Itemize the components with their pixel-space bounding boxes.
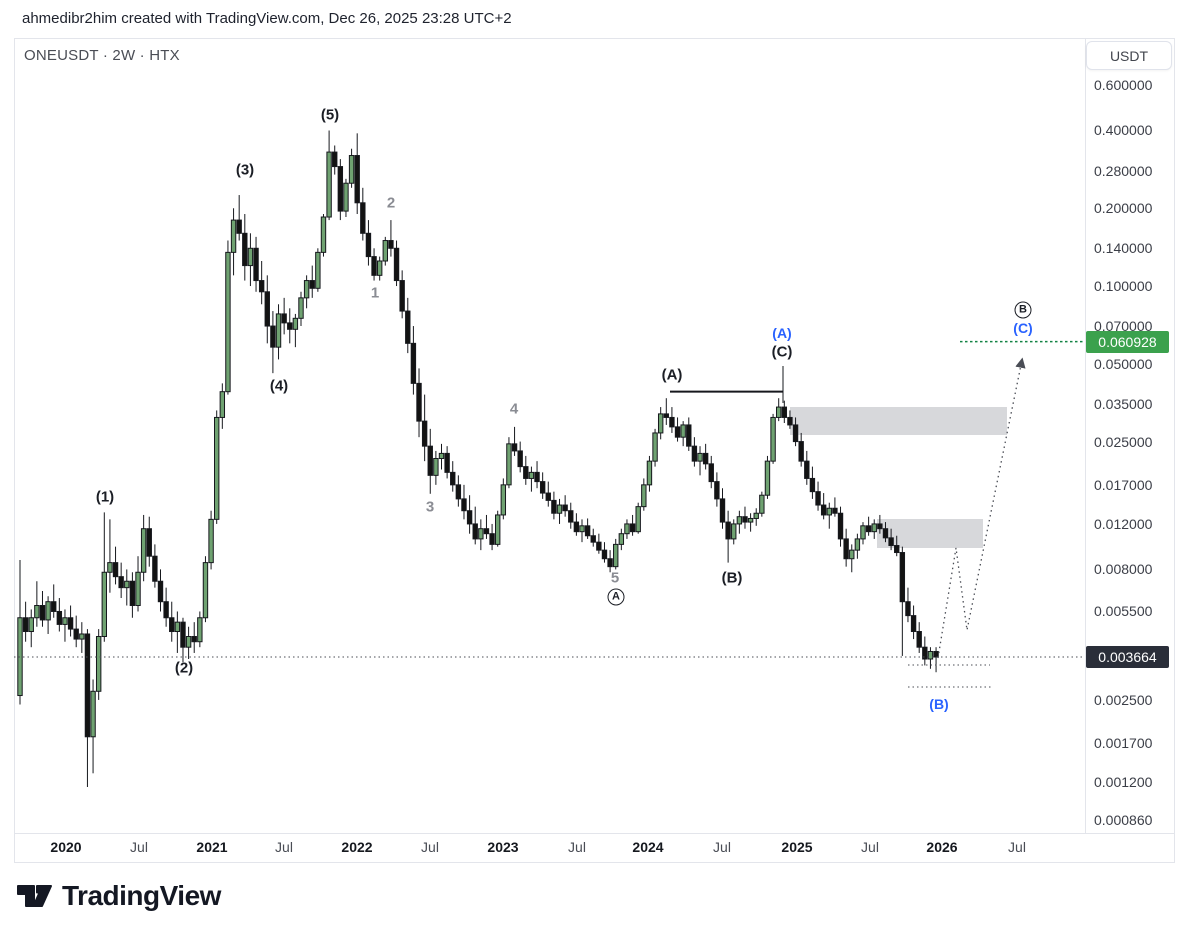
price-axis-label: 0.017000 bbox=[1094, 476, 1153, 493]
tradingview-logo[interactable]: TradingView bbox=[16, 880, 221, 912]
currency-toggle-button[interactable]: USDT bbox=[1086, 41, 1172, 70]
time-axis-label: Jul bbox=[568, 839, 586, 855]
wave-label: 5 bbox=[610, 569, 620, 587]
time-axis-label: 2022 bbox=[341, 839, 373, 855]
price-axis-label: 0.000860 bbox=[1094, 811, 1153, 828]
price-axis-label: 0.600000 bbox=[1094, 77, 1153, 93]
price-axis-label: 0.035000 bbox=[1094, 395, 1153, 412]
wave-label: (5) bbox=[320, 106, 340, 124]
time-axis-label: Jul bbox=[130, 839, 148, 855]
price-axis-label: 0.002500 bbox=[1094, 691, 1153, 708]
wave-label-circled: B bbox=[1014, 301, 1032, 319]
price-axis-label: 0.140000 bbox=[1094, 240, 1153, 257]
price-axis-label: 0.008000 bbox=[1094, 561, 1153, 578]
time-axis-label: Jul bbox=[861, 839, 879, 855]
time-axis-label: 2021 bbox=[196, 839, 228, 855]
time-axis-label: 2020 bbox=[50, 839, 82, 855]
time-axis-label: 2025 bbox=[781, 839, 813, 855]
price-axis-label: 0.005500 bbox=[1094, 603, 1153, 620]
wave-label: 4 bbox=[509, 400, 519, 418]
tradingview-logo-text: TradingView bbox=[62, 880, 221, 911]
wave-label: 2 bbox=[386, 194, 396, 212]
price-axis-label: 0.012000 bbox=[1094, 515, 1153, 532]
wave-label: 1 bbox=[370, 284, 380, 302]
wave-label: (C) bbox=[1013, 320, 1033, 336]
time-axis-label: Jul bbox=[1008, 839, 1026, 855]
target-price-badge: 0.060928 bbox=[1086, 330, 1169, 353]
price-axis-label: 0.200000 bbox=[1094, 200, 1153, 217]
symbol-title: ONEUSDT · 2W · HTX bbox=[24, 47, 180, 64]
wave-label: (B) bbox=[929, 696, 949, 712]
time-axis-label: 2024 bbox=[632, 839, 664, 855]
wave-label: (3) bbox=[235, 161, 255, 179]
tradingview-logo-icon bbox=[17, 885, 52, 907]
current-price-badge: 0.003664 bbox=[1086, 646, 1169, 669]
price-axis-separator[interactable] bbox=[1085, 38, 1086, 833]
wave-label: (A) bbox=[661, 366, 683, 384]
chart-canvas[interactable] bbox=[14, 38, 1085, 833]
price-axis-label: 0.280000 bbox=[1094, 162, 1153, 179]
time-axis-label: Jul bbox=[421, 839, 439, 855]
attribution-text: ahmedibr2him created with TradingView.co… bbox=[22, 10, 512, 27]
price-axis-label: 0.070000 bbox=[1094, 318, 1153, 335]
time-axis-label: 2023 bbox=[487, 839, 519, 855]
wave-label: 3 bbox=[425, 498, 435, 516]
pane-border-bottom bbox=[14, 862, 1175, 863]
wave-label-circled: A bbox=[607, 588, 625, 606]
price-axis-label: 0.025000 bbox=[1094, 433, 1153, 450]
wave-label: (B) bbox=[721, 569, 743, 587]
time-axis-label: Jul bbox=[713, 839, 731, 855]
time-axis-label: 2026 bbox=[926, 839, 958, 855]
time-axis-separator[interactable] bbox=[14, 833, 1175, 834]
wave-label: (2) bbox=[174, 659, 194, 677]
price-axis-label: 0.050000 bbox=[1094, 355, 1153, 372]
price-axis-label: 0.001200 bbox=[1094, 774, 1153, 791]
wave-label: (C) bbox=[771, 343, 793, 361]
price-axis-label: 0.001700 bbox=[1094, 735, 1153, 752]
wave-label: (4) bbox=[269, 377, 289, 395]
wave-label: (A) bbox=[772, 325, 792, 341]
pane-border-left bbox=[14, 38, 15, 863]
price-axis-label: 0.400000 bbox=[1094, 122, 1153, 139]
pane-border-top bbox=[14, 38, 1175, 39]
wave-label: (1) bbox=[95, 488, 115, 506]
time-axis-label: Jul bbox=[275, 839, 293, 855]
pane-border-right bbox=[1174, 38, 1175, 863]
price-axis-label: 0.100000 bbox=[1094, 278, 1153, 295]
